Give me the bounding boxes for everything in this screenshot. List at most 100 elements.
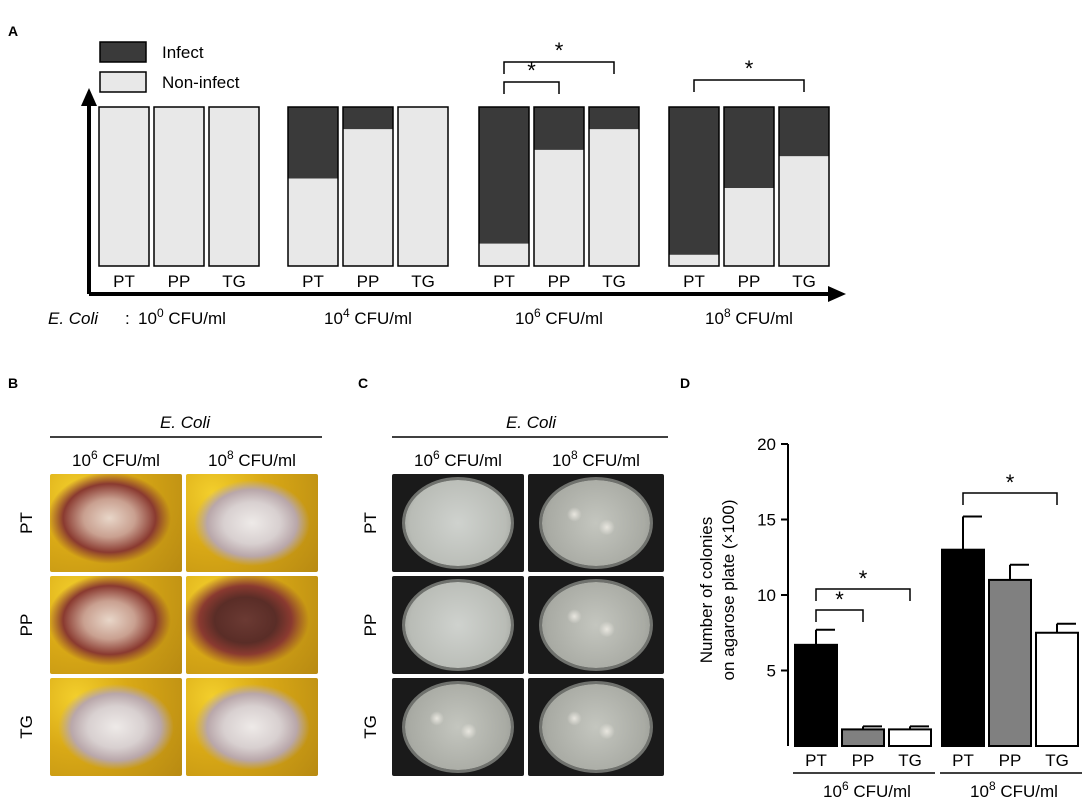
panel-d-bars: PT PP TG PT PP TG * * * — [794, 470, 1079, 770]
significance-marker: * — [555, 38, 564, 63]
x-tick-label: TG — [222, 272, 246, 291]
photo-b-tg-high — [186, 678, 318, 776]
panel-b-title: E. Coli — [160, 413, 211, 432]
panel-a-group-labels: 100 CFU/ml 104 CFU/ml 106 CFU/ml 108 CFU/ml — [138, 306, 793, 328]
panel-a-label: A — [8, 23, 18, 39]
panel-b-column-labels: 106 CFU/ml 108 CFU/ml — [72, 448, 296, 470]
bar-pp — [988, 578, 1032, 748]
x-tick-label: TG — [898, 751, 922, 770]
photo-c-tg-high — [528, 678, 664, 776]
significance-marker: * — [835, 587, 844, 612]
photo-c-tg-low — [392, 678, 524, 776]
y-tick-label: 15 — [757, 511, 776, 530]
x-tick-label: PT — [683, 272, 705, 291]
bar-infect — [589, 107, 639, 130]
group-label: 108 CFU/ml — [970, 779, 1058, 801]
significance-bracket — [815, 588, 911, 601]
bar-non-infect — [724, 188, 774, 266]
legend-non-infect-label: Non-infect — [162, 73, 240, 92]
x-tick-label: PP — [999, 751, 1022, 770]
bar-infect — [534, 107, 584, 150]
bar-outline — [778, 106, 830, 267]
x-tick-label: PP — [548, 272, 571, 291]
bar-non-infect — [343, 129, 393, 266]
significance-bracket — [693, 79, 805, 92]
photo-b-pp-high — [186, 576, 318, 674]
legend-infect-swatch — [99, 41, 147, 63]
group-label: 106 CFU/ml — [515, 306, 603, 328]
x-tick-label: PT — [493, 272, 515, 291]
x-tick-label: PT — [302, 272, 324, 291]
bar-non-infect — [534, 149, 584, 266]
x-tick-label: PT — [805, 751, 827, 770]
panel-a: A Infect Non-infect PT PP TG PT PP TG PT PP TG PT… — [8, 23, 846, 328]
x-tick-label: PP — [357, 272, 380, 291]
bar-outline — [588, 106, 640, 267]
bar-non-infect — [479, 243, 529, 266]
bar-infect — [288, 107, 338, 179]
x-tick-label: TG — [1045, 751, 1069, 770]
photo-b-pt-high — [186, 474, 318, 572]
group-label: 100 CFU/ml — [138, 306, 226, 328]
column-label: 106 CFU/ml — [414, 448, 502, 470]
bar-outline — [98, 106, 150, 267]
column-label: 108 CFU/ml — [552, 448, 640, 470]
significance-bracket — [815, 609, 864, 622]
bar-outline — [153, 106, 205, 267]
row-label: TG — [361, 715, 380, 739]
bar-outline — [478, 106, 530, 267]
panel-c-row-labels: PT PP TG — [361, 512, 380, 739]
significance-marker: * — [527, 58, 536, 83]
bar-outline — [668, 106, 720, 267]
significance-marker: * — [859, 566, 868, 591]
significance-marker: * — [1006, 470, 1015, 495]
photo-b-pp-low — [50, 576, 182, 674]
x-axis-arrowhead — [828, 286, 846, 302]
y-tick-label: 10 — [757, 586, 776, 605]
row-label: PP — [17, 614, 36, 637]
photo-c-pp-low — [392, 576, 524, 674]
x-tick-label: PP — [168, 272, 191, 291]
panel-b-row-labels: PT PP TG — [17, 512, 36, 739]
bar-non-infect — [288, 178, 338, 266]
bar-non-infect — [99, 107, 149, 266]
bar-non-infect — [154, 107, 204, 266]
significance-marker: * — [745, 56, 754, 81]
bar-infect — [779, 107, 829, 157]
row-label: TG — [17, 715, 36, 739]
y-tick-label: 5 — [767, 662, 776, 681]
x-tick-label: PT — [952, 751, 974, 770]
bar-non-infect — [669, 254, 719, 266]
bar-outline — [533, 106, 585, 267]
bar-non-infect — [209, 107, 259, 266]
x-tick-label: PP — [852, 751, 875, 770]
panel-d: D Number of colonies on agarose plate (×… — [680, 375, 1082, 801]
bar-pt — [794, 643, 838, 748]
column-label: 106 CFU/ml — [72, 448, 160, 470]
panel-c-header: C E. Coli 106 CFU/ml 108 CFU/ml PT PP TG — [358, 375, 668, 739]
bar-infect — [479, 107, 529, 244]
panel-b-photo-grid — [50, 474, 318, 776]
photo-c-pt-high — [528, 474, 664, 572]
bar-infect — [724, 107, 774, 189]
x-tick-label: TG — [411, 272, 435, 291]
bar-infect — [669, 107, 719, 255]
x-axis-prefix: E. Coli — [48, 309, 99, 328]
bar-pt — [941, 548, 985, 748]
row-label: PP — [361, 614, 380, 637]
bar-outline — [208, 106, 260, 267]
group-label: 104 CFU/ml — [324, 306, 412, 328]
bar-outline — [287, 106, 339, 267]
bar-tg — [1035, 631, 1079, 747]
photo-c-pt-low — [392, 474, 524, 572]
bar-non-infect — [398, 107, 448, 266]
bar-outline — [397, 106, 449, 267]
panel-c-label: C — [358, 375, 368, 391]
significance-bracket — [503, 81, 560, 94]
panel-d-ylabel-line1: Number of colonies — [697, 517, 716, 663]
group-label: 108 CFU/ml — [705, 306, 793, 328]
panel-c-column-labels: 106 CFU/ml 108 CFU/ml — [414, 448, 640, 470]
y-tick-label: 20 — [757, 435, 776, 454]
bar-tg — [888, 728, 932, 748]
x-tick-label: PT — [113, 272, 135, 291]
